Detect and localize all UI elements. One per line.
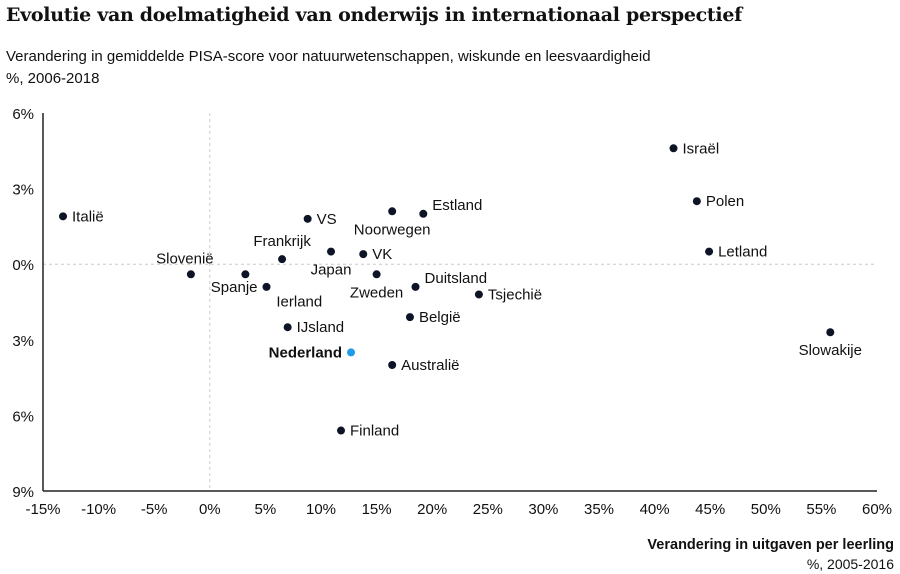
data-label: Tsjechië <box>488 286 542 303</box>
x-tick-label: 5% <box>255 501 277 518</box>
data-label: Spanje <box>211 279 258 296</box>
chart-subtitle: Verandering in gemiddelde PISA-score voo… <box>6 48 651 65</box>
data-point <box>241 270 250 279</box>
data-point <box>278 255 287 264</box>
data-point <box>359 250 368 259</box>
data-point <box>372 270 381 279</box>
data-point <box>262 282 271 291</box>
data-label: Japan <box>311 262 352 279</box>
x-tick-label: -10% <box>81 501 116 518</box>
data-point <box>283 323 292 332</box>
x-tick-label: 50% <box>751 501 781 518</box>
x-tick-label: 60% <box>862 501 892 518</box>
y-tick-label: 3% <box>12 333 34 350</box>
data-point <box>419 209 428 218</box>
x-tick-label: 10% <box>306 501 336 518</box>
data-label: Frankrijk <box>253 233 311 250</box>
data-point <box>826 328 835 337</box>
data-label: Finland <box>350 423 399 440</box>
x-tick-label: 30% <box>528 501 558 518</box>
x-tick-label: 25% <box>473 501 503 518</box>
data-label: Slowakije <box>799 342 862 359</box>
x-axis-unit: %, 2005-2016 <box>806 556 894 572</box>
data-label: Nederland <box>269 344 342 361</box>
data-point <box>411 282 420 291</box>
y-tick-label: 9% <box>12 484 34 501</box>
x-tick-label: 45% <box>695 501 725 518</box>
x-tick-label: 20% <box>417 501 447 518</box>
data-label: Duitsland <box>425 270 488 287</box>
x-tick-label: 0% <box>199 501 221 518</box>
data-label: Australië <box>401 357 459 374</box>
data-point <box>337 426 346 435</box>
data-point <box>347 348 356 357</box>
x-tick-label: -15% <box>25 501 60 518</box>
y-tick-label: 6% <box>12 106 34 123</box>
x-tick-label: 35% <box>584 501 614 518</box>
data-point <box>388 207 397 216</box>
data-point <box>405 313 414 322</box>
data-point <box>186 270 195 279</box>
data-label: België <box>419 309 461 326</box>
data-label: VS <box>317 211 337 228</box>
data-point <box>327 247 336 256</box>
data-point <box>692 197 701 206</box>
data-point <box>388 361 397 369</box>
data-label: IJsland <box>297 319 345 336</box>
data-label: Estland <box>432 197 482 214</box>
data-point <box>474 290 483 299</box>
y-tick-label: 0% <box>12 257 34 274</box>
data-point <box>705 247 714 256</box>
data-label: Zweden <box>350 284 403 301</box>
data-label: Italië <box>72 208 104 225</box>
chart-title: Evolutie van doelmatigheid van onderwijs… <box>6 4 742 26</box>
data-label: Slovenië <box>156 250 214 267</box>
x-tick-label: -5% <box>141 501 168 518</box>
y-tick-label: 6% <box>12 408 34 425</box>
data-point <box>303 214 312 223</box>
data-label: Ierland <box>276 293 322 310</box>
x-tick-label: 15% <box>362 501 392 518</box>
x-tick-label: 55% <box>806 501 836 518</box>
x-tick-label: 40% <box>640 501 670 518</box>
data-point <box>669 144 678 153</box>
data-label: Noorwegen <box>354 221 431 238</box>
data-point <box>59 212 68 221</box>
data-label: Letland <box>718 244 767 261</box>
y-tick-label: 3% <box>12 182 34 199</box>
y-axis-label: %, 2006-2018 <box>6 70 100 87</box>
x-axis-label: Verandering in uitgaven per leerling <box>647 537 894 553</box>
data-label: Polen <box>706 193 744 210</box>
data-label: Israël <box>683 140 720 157</box>
data-label: VK <box>372 246 392 263</box>
